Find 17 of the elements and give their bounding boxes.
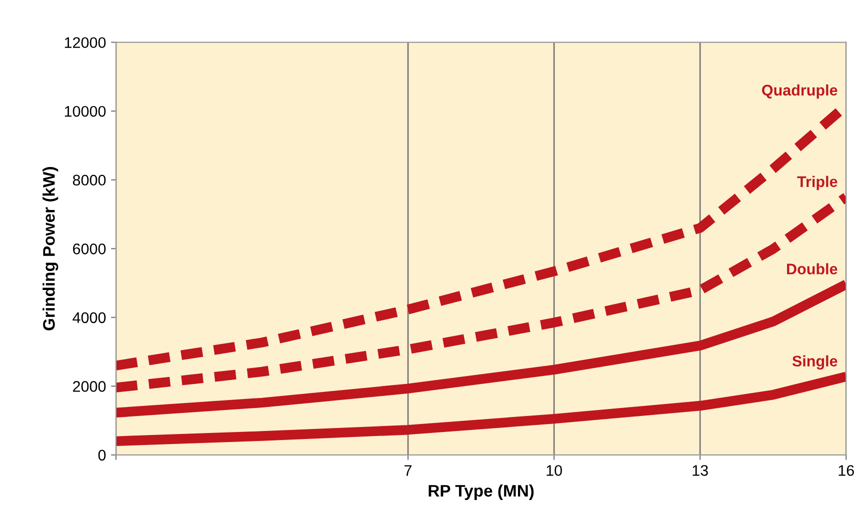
y-axis-title: Grinding Power (kW) (42, 167, 58, 330)
series-label: Quadruple (762, 84, 838, 99)
x-tick-label: 10 (546, 465, 562, 476)
series-label: Double (787, 263, 838, 274)
y-tick-label: 10000 (64, 106, 106, 117)
x-tick-label: 7 (404, 465, 412, 476)
x-axis-title: RP Type (MN) (428, 484, 534, 500)
y-tick-label: 0 (98, 450, 106, 461)
y-tick-label: 8000 (72, 174, 106, 186)
x-tick-label: 13 (692, 465, 708, 476)
series-label: Single (792, 355, 838, 370)
y-tick-label: 2000 (73, 381, 106, 392)
y-tick-label: 4000 (72, 312, 106, 324)
y-tick-label: 6000 (73, 244, 106, 254)
x-tick-label: 16 (838, 465, 854, 476)
y-tick-label: 12000 (64, 37, 106, 48)
series-label: Triple (797, 176, 838, 190)
